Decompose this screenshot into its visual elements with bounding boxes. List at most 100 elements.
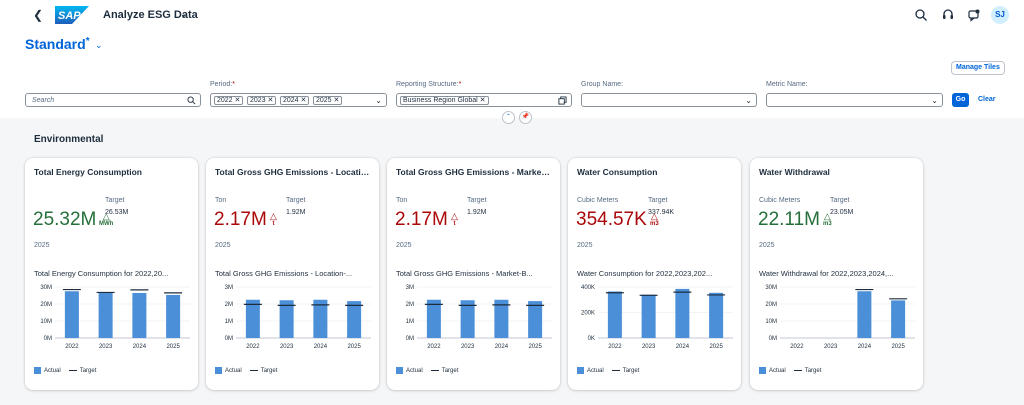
- period-token[interactable]: 2025 ✕: [313, 96, 343, 105]
- variant-name[interactable]: Standard*: [25, 36, 90, 52]
- chevron-down-icon[interactable]: ⌄: [745, 96, 752, 105]
- bar-chart[interactable]: 0M 1M 2M 3M 2022 2023 2024 2025: [387, 282, 560, 357]
- x-tick-label: 2024: [858, 344, 872, 350]
- kpi-period: 2025: [34, 242, 50, 249]
- value-help-icon[interactable]: [558, 96, 567, 105]
- kpi-period: 2025: [577, 242, 593, 249]
- go-button[interactable]: Go: [952, 93, 969, 107]
- metric-name-select[interactable]: ⌄: [766, 93, 943, 107]
- period-token[interactable]: 2023 ✕: [247, 96, 277, 105]
- chevron-down-icon[interactable]: ⌄: [931, 96, 938, 105]
- actual-bar: [347, 301, 362, 338]
- target-label: Target: [467, 197, 487, 204]
- notifications-icon[interactable]: [967, 8, 981, 22]
- legend-target-label: Target: [260, 367, 278, 374]
- y-tick-label: 1M: [225, 319, 233, 325]
- x-tick-label: 2025: [166, 344, 180, 350]
- period-label: Period:*: [210, 81, 235, 88]
- x-tick-label: 2023: [642, 344, 656, 350]
- target-label: Target: [830, 197, 850, 204]
- kpi-card[interactable]: Water Withdrawal Cubic Meters 22.11M △ m3 Tar…: [750, 158, 923, 390]
- search-icon[interactable]: [187, 96, 196, 105]
- y-tick-label: 30M: [40, 285, 52, 291]
- legend-actual-label: Actual: [406, 367, 423, 374]
- kpi-unit: Ton: [396, 197, 408, 204]
- reporting-structure-input[interactable]: Business Region Global ✕: [396, 93, 572, 107]
- legend-target-swatch: [68, 370, 77, 371]
- sap-logo[interactable]: SAP: [55, 6, 89, 24]
- kpi-period: 2025: [396, 242, 412, 249]
- target-label: Target: [286, 197, 306, 204]
- app-menu-chevron-icon[interactable]: ⌄: [180, 9, 188, 19]
- kpi-value: 2.17M: [214, 209, 267, 230]
- kpi-unit: Ton: [215, 197, 227, 204]
- x-tick-label: 2024: [314, 344, 328, 350]
- bar-chart[interactable]: 0M 1M 2M 3M 2022 2023 2024 2025: [206, 282, 379, 357]
- kpi-card[interactable]: Total Gross GHG Emissions - Market... Ton…: [387, 158, 560, 390]
- legend-actual-label: Actual: [769, 367, 786, 374]
- actual-bar: [426, 299, 441, 338]
- chevron-down-icon[interactable]: ⌄: [375, 96, 382, 105]
- group-name-select[interactable]: ⌄: [581, 93, 757, 107]
- x-tick-label: 2022: [246, 344, 260, 350]
- app-title[interactable]: Analyze ESG Data: [103, 9, 198, 21]
- structure-token[interactable]: Business Region Global ✕: [400, 96, 489, 105]
- x-tick-label: 2024: [133, 344, 147, 350]
- kpi-card[interactable]: Water Consumption Cubic Meters 354.57K △ m3 T…: [568, 158, 741, 390]
- x-tick-label: 2023: [99, 344, 113, 350]
- chart-title: Total Gross GHG Emissions - Location-...: [215, 269, 353, 278]
- kpi-card[interactable]: Total Gross GHG Emissions - Locatio... To…: [206, 158, 379, 390]
- search-icon[interactable]: [914, 8, 928, 22]
- variant-chevron-down-icon[interactable]: ⌄: [95, 40, 103, 50]
- card-title: Total Gross GHG Emissions - Market...: [396, 167, 551, 177]
- collapse-header-icon[interactable]: ⌃: [502, 111, 515, 124]
- bar-chart[interactable]: 0M 10M 20M 30M 2022 2023 2024 2025: [750, 282, 923, 357]
- target-label: Target: [105, 197, 125, 204]
- kpi-unit: Cubic Meters: [577, 197, 619, 204]
- search-input[interactable]: Search: [25, 93, 201, 107]
- legend-actual-swatch: [759, 367, 766, 374]
- clear-button[interactable]: Clear: [978, 96, 996, 103]
- legend-target-swatch: [249, 370, 258, 371]
- bar-chart[interactable]: 0M 10M 20M 30M 2022 2023 2024 2025: [25, 282, 198, 357]
- target-value: 26.53M: [105, 209, 129, 216]
- actual-bar: [891, 300, 906, 338]
- chart-title: Water Withdrawal for 2022,2023,2024,...: [759, 269, 894, 278]
- actual-bar: [460, 300, 475, 338]
- period-multi-input[interactable]: 2022 ✕ 2023 ✕ 2024 ✕ 2025 ✕ ⌄: [210, 93, 387, 107]
- x-tick-label: 2024: [495, 344, 509, 350]
- actual-bar: [641, 294, 656, 338]
- filter-header: Standard* ⌄ Manage Tiles Search Period:*…: [0, 30, 1024, 118]
- period-token[interactable]: 2024 ✕: [280, 96, 310, 105]
- card-title: Water Consumption: [577, 167, 658, 177]
- bar-chart[interactable]: 0K 200K 400K 2022 2023 2024 2025: [568, 282, 741, 357]
- kpi-value: 2.17M: [395, 209, 448, 230]
- legend-actual-label: Actual: [225, 367, 242, 374]
- manage-tiles-button[interactable]: Manage Tiles: [951, 61, 1005, 75]
- x-tick-label: 2022: [790, 344, 804, 350]
- y-tick-label: 10M: [40, 319, 52, 325]
- actual-bar: [494, 299, 509, 338]
- target-value: 1.92M: [286, 209, 306, 216]
- kpi-card[interactable]: Total Energy Consumption 25.32M △ MWh Target…: [25, 158, 198, 390]
- x-tick-label: 2022: [65, 344, 79, 350]
- reporting-structure-label: Reporting Structure:*: [396, 81, 462, 88]
- back-icon[interactable]: ❮: [32, 8, 44, 22]
- legend-actual-label: Actual: [587, 367, 604, 374]
- period-token[interactable]: 2022 ✕: [214, 96, 244, 105]
- actual-bar: [675, 288, 690, 338]
- user-avatar[interactable]: SJ: [991, 6, 1009, 24]
- kpi-period: 2025: [215, 242, 231, 249]
- trend-indicator-icon: △ m3: [650, 211, 659, 228]
- pin-header-icon[interactable]: 📌: [519, 111, 532, 124]
- actual-bar: [64, 291, 79, 338]
- legend-target-label: Target: [804, 367, 822, 374]
- kpi-unit: Cubic Meters: [759, 197, 801, 204]
- actual-bar: [245, 299, 260, 338]
- actual-bar: [709, 292, 724, 338]
- x-tick-label: 2023: [461, 344, 475, 350]
- y-tick-label: 200K: [581, 311, 595, 317]
- y-tick-label: 1M: [406, 319, 414, 325]
- chart-legend: Actual Target: [34, 367, 96, 374]
- headset-icon[interactable]: [941, 8, 955, 22]
